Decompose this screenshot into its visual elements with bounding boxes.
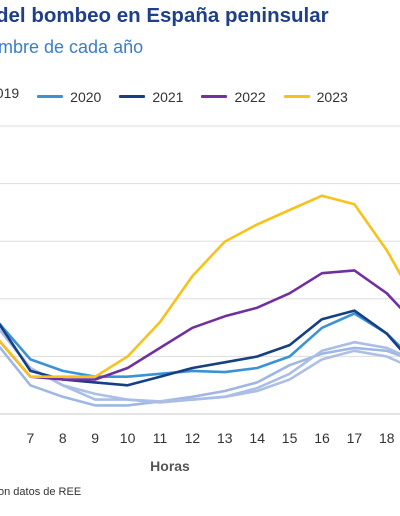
source-note: on datos de REE: [0, 486, 82, 498]
x-tick-label: 16: [314, 430, 330, 446]
x-tick-label: 15: [282, 430, 298, 446]
legend-item-2020: 2020: [37, 89, 101, 105]
x-tick-label: 7: [27, 430, 35, 446]
x-tick-label: 9: [91, 430, 99, 446]
series-line-2022: [0, 269, 400, 381]
legend-swatch: [37, 95, 64, 98]
legend-item-2019: 2019: [0, 85, 19, 101]
legend-label: 2022: [234, 88, 266, 105]
legend-item-2023: 2023: [283, 88, 348, 105]
series-line-2023: [0, 194, 400, 379]
chart-title: del bombeo en España peninsular: [0, 4, 329, 27]
legend-swatch: [283, 95, 310, 98]
x-tick-label: 14: [249, 430, 265, 446]
legend-label: 2019: [0, 85, 20, 101]
series-line-2019: [0, 328, 400, 404]
legend-label: 2020: [70, 88, 102, 105]
x-tick-label: 18: [379, 430, 395, 446]
chart-subtitle: mbre de cada año: [0, 37, 144, 57]
x-tick-label: 10: [120, 430, 136, 446]
series-line-2021: [0, 309, 400, 387]
x-tick-label: 8: [59, 430, 67, 446]
x-tick-label: 17: [347, 430, 363, 446]
x-tick-label: 12: [185, 430, 201, 446]
x-tick-label: 13: [217, 430, 233, 446]
x-tick-label: 11: [153, 430, 168, 446]
series-line: [0, 345, 400, 407]
x-axis-title: Horas: [150, 458, 190, 474]
legend-label: 2021: [152, 88, 184, 105]
legend-label: 2023: [316, 88, 348, 105]
legend-item-2022: 2022: [201, 88, 266, 105]
chart-legend: 2019 2020 2021 2022 2023: [0, 85, 366, 105]
legend-swatch: [201, 95, 228, 98]
legend-swatch: [119, 95, 146, 98]
series-line: [0, 328, 400, 403]
legend-item-2021: 2021: [119, 89, 183, 105]
